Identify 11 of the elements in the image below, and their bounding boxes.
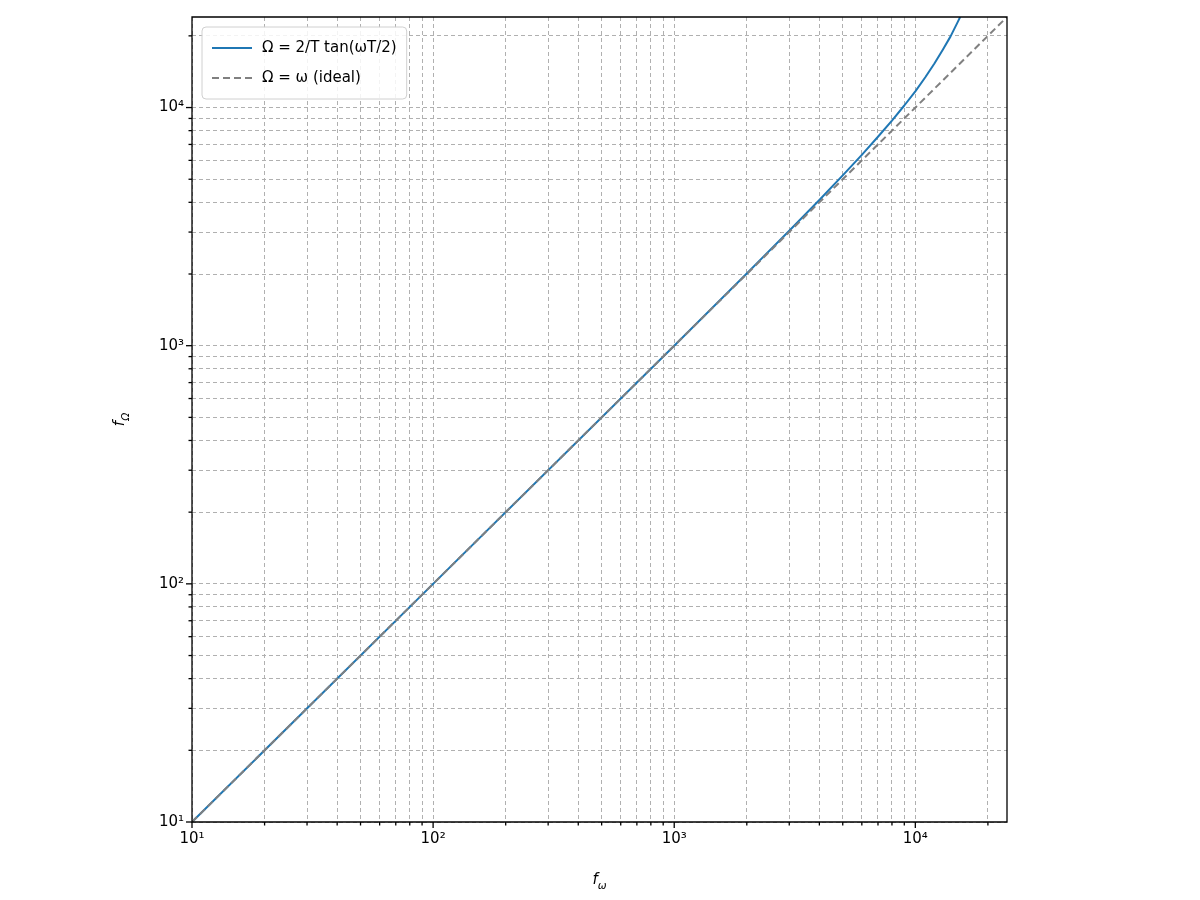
y-tick-label: 10³ [158, 335, 184, 354]
y-axis-title: fΩ [110, 412, 131, 427]
x-tick-label: 10³ [661, 828, 687, 847]
x-tick-label: 10⁴ [902, 828, 928, 847]
x-tick-label: 10² [420, 828, 446, 847]
legend-label: Ω = 2/T tan(ωT/2) [262, 37, 397, 56]
legend-label: Ω = ω (ideal) [262, 67, 361, 86]
y-tick-label: 10⁴ [158, 97, 184, 116]
y-tick-label: 10² [158, 573, 184, 592]
x-tick-label: 10¹ [179, 828, 205, 847]
y-tick-label: 10¹ [158, 811, 184, 830]
